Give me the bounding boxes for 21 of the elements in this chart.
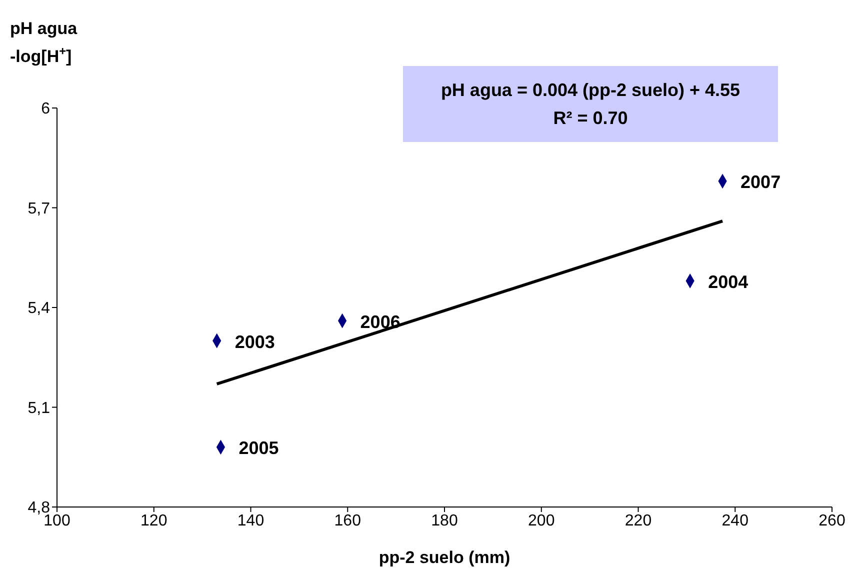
x-axis-title: pp-2 suelo (mm)	[378, 548, 510, 567]
annotation: 2007	[740, 172, 781, 192]
annotation: 2003	[234, 332, 275, 352]
x-tick-label: 200	[528, 512, 555, 530]
y-tick-label: 6	[41, 100, 50, 118]
y-tick-label: 5,1	[28, 400, 50, 417]
x-tick-label: 160	[334, 512, 362, 530]
y-axis-title: pH agua -log[H$^{+}$]	[10, 19, 78, 66]
annotation: 2005	[238, 438, 279, 458]
x-tick-label: 260	[818, 512, 846, 530]
x-tick-label: 240	[722, 512, 749, 530]
y-tick-label: 5,4	[28, 300, 50, 318]
x-tick-label: 100	[44, 512, 70, 530]
x-tick-label: 220	[624, 512, 652, 530]
y-tick-label: 5,7	[28, 200, 50, 218]
x-tick-label: 120	[140, 512, 168, 530]
x-tick-label: 140	[237, 512, 264, 530]
equation-box: pH agua = 0.004 (pp-2 suelo) + 4.55 R² = 0.70	[403, 66, 778, 142]
x-tick-label: 180	[431, 512, 458, 530]
annotation: R² = 0.70	[553, 107, 628, 130]
annotation: 2004	[708, 272, 748, 292]
